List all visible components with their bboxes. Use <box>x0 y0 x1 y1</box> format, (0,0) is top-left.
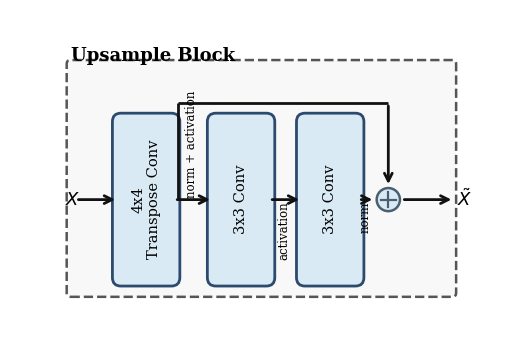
FancyBboxPatch shape <box>207 113 275 286</box>
Text: activation: activation <box>277 202 290 260</box>
Text: 4x4
Transpose Conv: 4x4 Transpose Conv <box>131 140 161 259</box>
Text: $\tilde{X}$: $\tilde{X}$ <box>457 189 473 210</box>
Text: Upsample Block: Upsample Block <box>70 47 235 65</box>
Text: norm + activation: norm + activation <box>185 90 198 198</box>
Text: $X$: $X$ <box>65 191 80 209</box>
FancyBboxPatch shape <box>112 113 180 286</box>
Text: 3x3 Conv: 3x3 Conv <box>234 165 248 234</box>
Text: norm: norm <box>358 202 371 233</box>
FancyBboxPatch shape <box>296 113 364 286</box>
FancyBboxPatch shape <box>67 60 456 297</box>
Circle shape <box>377 188 400 211</box>
Text: 3x3 Conv: 3x3 Conv <box>323 165 337 234</box>
